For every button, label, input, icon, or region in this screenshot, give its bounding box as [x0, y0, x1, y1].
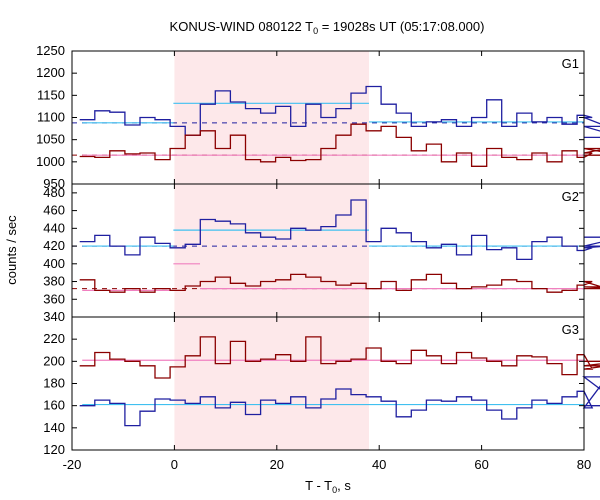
x-axis-label-main: T - T: [305, 478, 332, 493]
panel-g1-ytick-label: 1050: [36, 132, 65, 147]
panel-g2-label: G2: [562, 189, 579, 204]
chart-title: KONUS-WIND 080122 T0 = 19028s UT (05:17:…: [170, 19, 485, 36]
panel-g2-ytick-label: 460: [43, 203, 65, 218]
frame-layer: [71, 50, 585, 451]
panel-g1-ytick-label: 1150: [37, 87, 65, 102]
panel-g3-series-1: [79, 376, 600, 427]
x-axis-label-sub: 0: [332, 485, 337, 495]
panel-g3-ytick-label: 120: [43, 442, 65, 457]
panel-g1-ytick-label: 950: [43, 176, 65, 191]
panel-g3-series-2: [79, 336, 600, 379]
series-layer: [79, 85, 600, 427]
panel-g3-ytick-label: 180: [43, 376, 65, 391]
text-layer: KONUS-WIND 080122 T0 = 19028s UT (05:17:…: [4, 19, 591, 495]
x-axis-label-rest: , s: [337, 478, 351, 493]
panel-g2-ytick-label: 380: [43, 274, 65, 289]
panel-g3-ytick-label: 220: [43, 331, 65, 346]
panel-g2-ytick-label: 400: [43, 256, 65, 271]
panel-g3-ytick-label: 200: [43, 353, 65, 368]
y-axis-label: counts / sec: [4, 215, 19, 285]
chart-title-sub: 0: [313, 26, 318, 36]
panel-g1-label: G1: [562, 56, 579, 71]
panel-g1-ytick-label: 1000: [36, 154, 65, 169]
chart-title-rest: = 19028s UT (05:17:08.000): [318, 19, 484, 34]
panel-g2-ytick-label: 360: [43, 291, 65, 306]
panel-g2-series-1: [79, 199, 600, 261]
x-tick-label: 80: [577, 457, 591, 472]
x-tick-label: 40: [372, 457, 386, 472]
x-tick-label: 20: [270, 457, 284, 472]
panel-g2-ytick-label: 420: [43, 238, 65, 253]
chart-title-main: KONUS-WIND 080122 T: [170, 19, 314, 34]
panel-g1-series-2: [79, 123, 600, 167]
shaded-interval: [174, 51, 369, 450]
panel-g1-ytick-label: 1200: [36, 65, 65, 80]
x-tick-label: 60: [474, 457, 488, 472]
panel-g2-ytick-label: 440: [43, 220, 65, 235]
shaded-interval-layer: [174, 51, 369, 450]
panel-g1-ytick-label: 1100: [37, 110, 65, 125]
panel-g3-frame: [71, 316, 585, 451]
panel-g1-ytick-label: 1250: [36, 43, 65, 58]
panel-g2-series-2: [79, 273, 600, 293]
panel-g3-ytick-label: 160: [43, 398, 65, 413]
panel-g2-ytick-label: 340: [43, 309, 65, 324]
panel-g3-label: G3: [562, 322, 579, 337]
x-tick-label: 0: [171, 457, 178, 472]
panel-g2-ytick-label: 480: [43, 185, 65, 200]
x-axis-label: T - T0, s: [305, 478, 351, 495]
panel-g3-ytick-label: 140: [43, 420, 65, 435]
x-tick-label: -20: [63, 457, 82, 472]
panel-g1-series-1: [79, 85, 600, 139]
